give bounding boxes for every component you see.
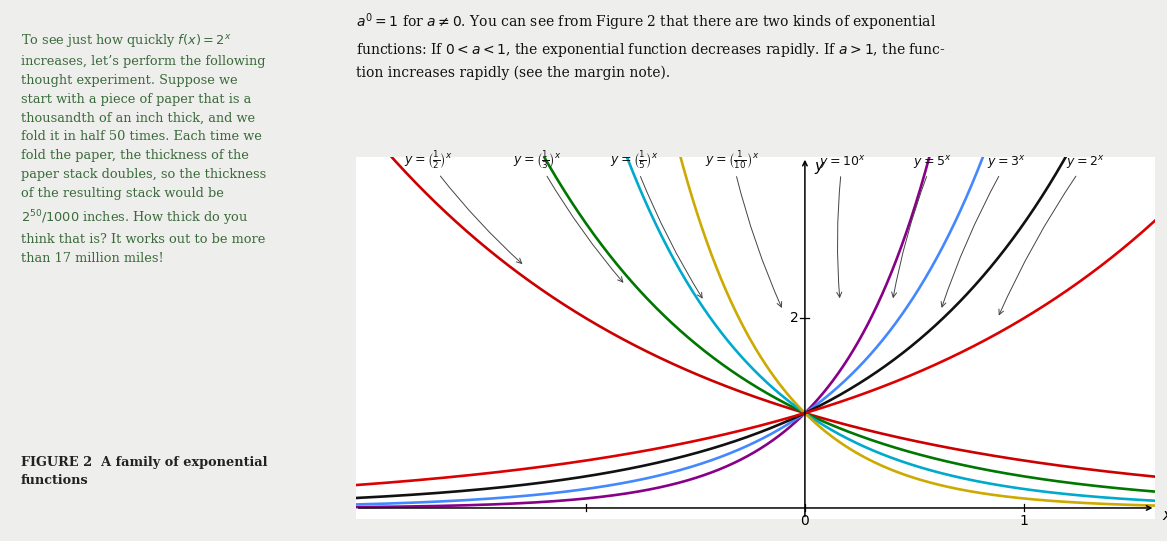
Text: $y = 10^x$: $y = 10^x$ (819, 154, 865, 297)
Text: $y = \left(\frac{1}{3}\right)^x$: $y = \left(\frac{1}{3}\right)^x$ (513, 149, 623, 282)
Text: $x$: $x$ (1162, 509, 1167, 523)
Text: $y = \left(\frac{1}{2}\right)^x$: $y = \left(\frac{1}{2}\right)^x$ (404, 149, 522, 263)
Text: $y$: $y$ (813, 160, 825, 176)
Text: $y = 2^x$: $y = 2^x$ (999, 154, 1104, 315)
Text: $y = 3^x$: $y = 3^x$ (941, 154, 1026, 307)
Text: $a^0 = 1$ for $a \neq 0$. You can see from Figure 2 that there are two kinds of : $a^0 = 1$ for $a \neq 0$. You can see fr… (356, 12, 945, 80)
Text: $0$: $0$ (801, 514, 810, 529)
Text: $1$: $1$ (1019, 514, 1029, 529)
Text: To see just how quickly $f(x) = 2^x$
increases, let’s perform the following
thou: To see just how quickly $f(x) = 2^x$ inc… (21, 32, 266, 265)
Text: FIGURE 2  A family of exponential
functions: FIGURE 2 A family of exponential functio… (21, 457, 267, 487)
Text: $y = \left(\frac{1}{5}\right)^x$: $y = \left(\frac{1}{5}\right)^x$ (609, 149, 703, 298)
Text: $2$: $2$ (789, 311, 798, 325)
Text: $y = 5^x$: $y = 5^x$ (892, 154, 951, 298)
Text: $y = \left(\frac{1}{10}\right)^x$: $y = \left(\frac{1}{10}\right)^x$ (705, 149, 782, 307)
